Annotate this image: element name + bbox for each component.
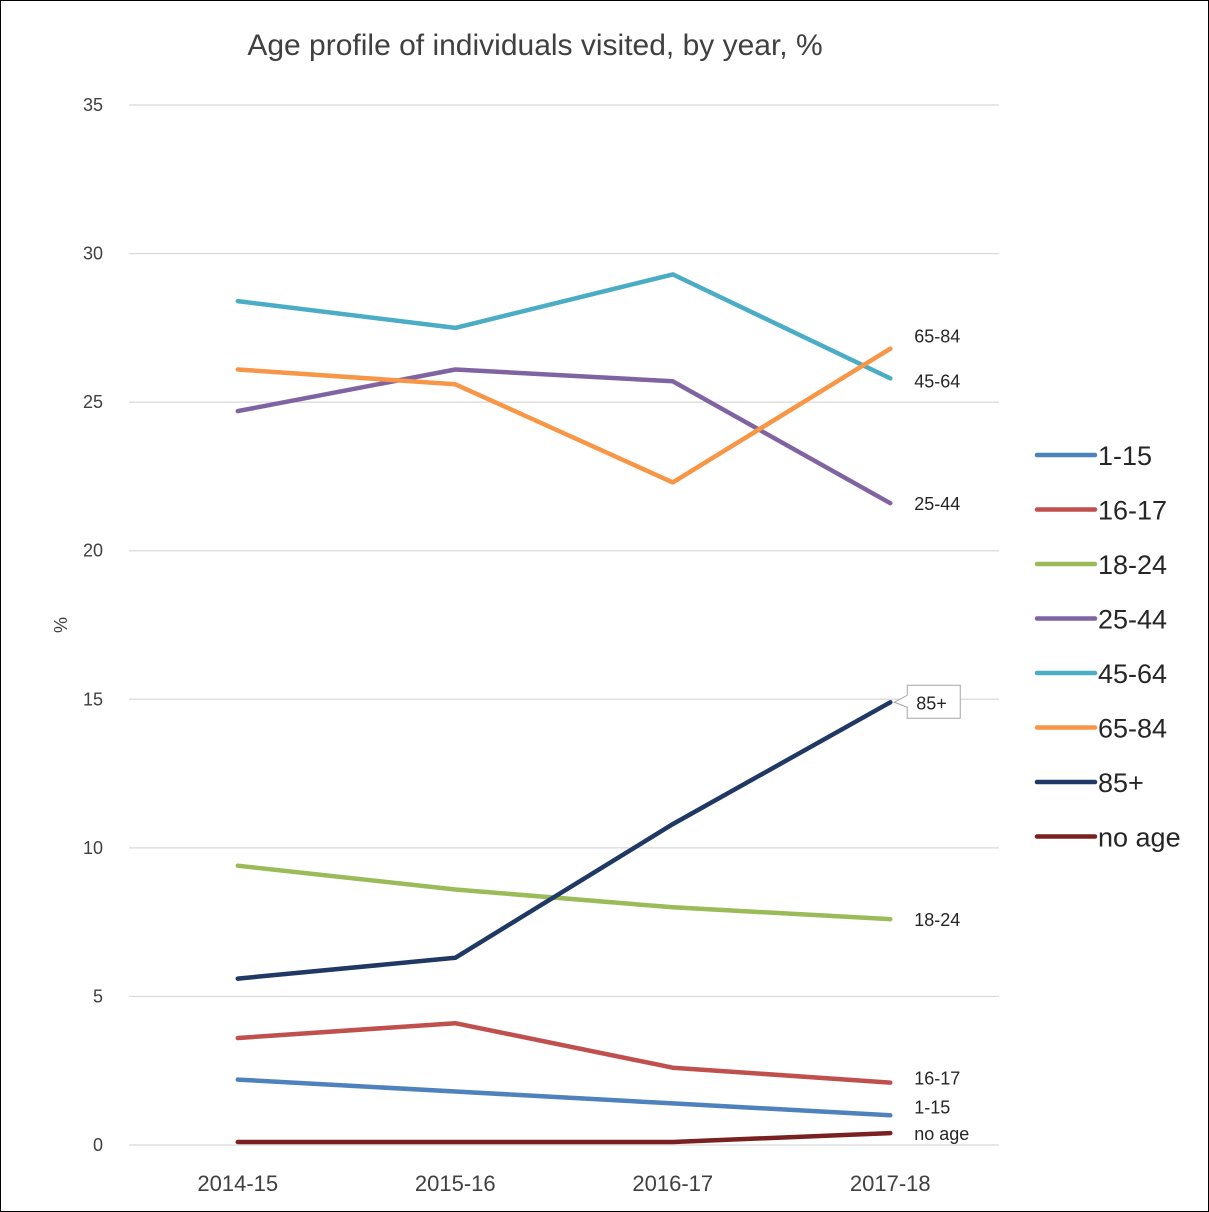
data-label: no age	[914, 1124, 969, 1144]
series-line	[235, 346, 893, 485]
legend-label: no age	[1098, 823, 1181, 853]
y-tick-label: 35	[83, 95, 103, 115]
x-tick-label: 2015-16	[415, 1171, 496, 1196]
x-tick-label: 2016-17	[632, 1171, 713, 1196]
legend-label: 65-84	[1098, 714, 1167, 744]
y-axis-ticks: 0 5 10 15 20 25 30 35	[83, 95, 103, 1155]
y-tick-label: 20	[83, 541, 103, 561]
series-line	[235, 700, 893, 981]
chart-title: Age profile of individuals visited, by y…	[247, 29, 822, 62]
data-label: 65-84	[914, 327, 960, 347]
legend-label: 25-44	[1098, 605, 1167, 635]
y-tick-label: 10	[83, 838, 103, 858]
y-axis-label: %	[51, 617, 71, 633]
x-tick-label: 2017-18	[850, 1171, 931, 1196]
y-tick-label: 0	[93, 1135, 103, 1155]
data-label: 85+	[916, 693, 947, 713]
series-line	[235, 1020, 893, 1085]
end-labels: 1-15 16-17 18-24 25-44 45-64 65-84 85+ no age	[893, 327, 969, 1144]
y-tick-label: 5	[93, 986, 103, 1006]
x-axis-ticks: 2014-15 2015-16 2016-17 2017-18	[197, 1171, 930, 1196]
series-lines	[235, 272, 893, 1145]
legend: 1-15 16-17 18-24 25-44 45-64 65-84 85+ no age	[1034, 441, 1181, 853]
series-line	[235, 367, 893, 506]
gridlines	[129, 104, 999, 1146]
legend-label: 1-15	[1098, 441, 1152, 471]
data-label: 16-17	[914, 1069, 960, 1089]
data-label: 45-64	[914, 371, 960, 391]
y-tick-label: 15	[83, 689, 103, 709]
legend-label: 45-64	[1098, 659, 1167, 689]
y-tick-label: 25	[83, 392, 103, 412]
data-label: 25-44	[914, 494, 960, 514]
data-label: 1-15	[914, 1097, 950, 1117]
series-line	[235, 272, 893, 381]
callout-box	[893, 684, 961, 719]
legend-label: 85+	[1098, 768, 1144, 798]
legend-label: 16-17	[1098, 496, 1167, 526]
series-line	[235, 1077, 893, 1118]
data-label: 18-24	[914, 910, 960, 930]
series-line	[235, 1130, 893, 1145]
series-line	[235, 863, 893, 922]
y-tick-label: 30	[83, 244, 103, 264]
x-tick-label: 2014-15	[197, 1171, 278, 1196]
legend-label: 18-24	[1098, 550, 1167, 580]
